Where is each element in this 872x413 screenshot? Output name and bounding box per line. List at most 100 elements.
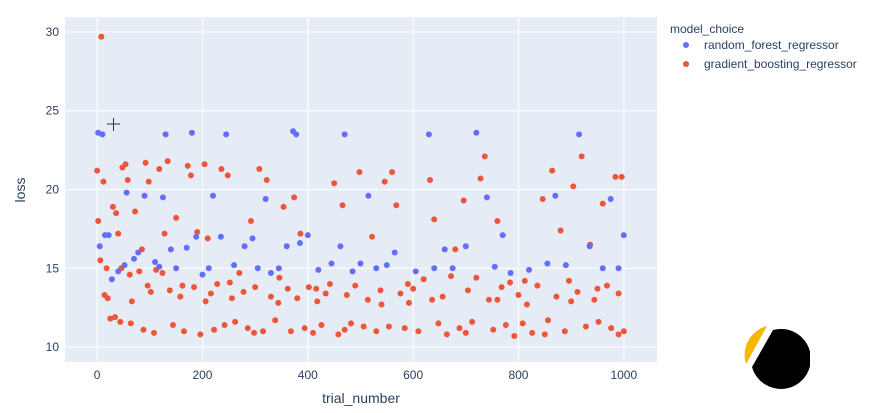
data-point-gradient_boosting_regressor [294, 295, 301, 302]
data-point-random_forest_regressor [123, 189, 130, 196]
data-point-gradient_boosting_regressor [228, 295, 235, 302]
data-point-gradient_boosting_regressor [429, 296, 436, 303]
data-point-gradient_boosting_regressor [144, 282, 151, 289]
data-point-gradient_boosting_regressor [101, 292, 108, 299]
data-point-gradient_boosting_regressor [113, 210, 120, 217]
data-point-random_forest_regressor [328, 260, 335, 267]
data-point-gradient_boosting_regressor [181, 328, 188, 335]
data-point-random_forest_regressor [115, 268, 122, 275]
data-point-random_forest_regressor [99, 131, 106, 138]
data-point-gradient_boosting_regressor [226, 279, 233, 286]
data-point-random_forest_regressor [507, 269, 514, 276]
data-point-gradient_boosting_regressor [291, 194, 298, 201]
data-point-random_forest_regressor [615, 265, 622, 272]
data-point-gradient_boosting_regressor [179, 282, 186, 289]
data-point-random_forest_regressor [620, 232, 627, 239]
data-point-gradient_boosting_regressor [523, 301, 530, 308]
data-point-random_forest_regressor [141, 192, 148, 199]
data-point-gradient_boosting_regressor [578, 153, 585, 160]
data-point-gradient_boosting_regressor [373, 328, 380, 335]
data-point-gradient_boosting_regressor [620, 328, 627, 335]
data-point-gradient_boosting_regressor [397, 290, 404, 297]
data-point-gradient_boosting_regressor [224, 172, 231, 179]
data-point-gradient_boosting_regressor [221, 321, 228, 328]
legend-marker [683, 42, 689, 48]
data-point-gradient_boosting_regressor [415, 328, 422, 335]
data-point-gradient_boosting_regressor [426, 177, 433, 184]
data-point-gradient_boosting_regressor [599, 200, 606, 207]
data-point-gradient_boosting_regressor [360, 323, 367, 330]
data-point-gradient_boosting_regressor [401, 325, 408, 332]
data-point-gradient_boosting_regressor [122, 161, 129, 168]
data-point-gradient_boosting_regressor [280, 203, 287, 210]
data-point-gradient_boosting_regressor [534, 282, 541, 289]
data-point-gradient_boosting_regressor [335, 331, 342, 338]
data-point-gradient_boosting_regressor [272, 317, 279, 324]
data-point-gradient_boosting_regressor [164, 158, 171, 165]
data-point-gradient_boosting_regressor [615, 290, 622, 297]
y-tick-label: 10 [46, 340, 60, 354]
data-point-random_forest_regressor [267, 269, 274, 276]
data-point-gradient_boosting_regressor [318, 321, 325, 328]
data-point-gradient_boosting_regressor [435, 320, 442, 327]
data-point-random_forest_regressor [159, 194, 166, 201]
data-point-gradient_boosting_regressor [521, 277, 528, 284]
data-point-random_forest_regressor [341, 131, 348, 138]
x-tick-label: 200 [192, 368, 212, 382]
data-point-gradient_boosting_regressor [439, 293, 446, 300]
data-point-gradient_boosting_regressor [369, 233, 376, 240]
data-point-gradient_boosting_regressor [612, 173, 619, 180]
legend-item-random_forest_regressor[interactable]: random_forest_regressor [704, 38, 839, 52]
data-point-gradient_boosting_regressor [462, 329, 469, 336]
data-point-random_forest_regressor [462, 243, 469, 250]
brand-logo-icon [744, 326, 810, 389]
data-point-gradient_boosting_regressor [247, 218, 254, 225]
data-point-gradient_boosting_regressor [94, 167, 101, 174]
data-point-random_forest_regressor [383, 262, 390, 269]
data-point-gradient_boosting_regressor [405, 299, 412, 306]
data-point-random_forest_regressor [441, 246, 448, 253]
data-point-gradient_boosting_regressor [420, 276, 427, 283]
data-point-gradient_boosting_regressor [608, 325, 615, 332]
crosshair-cursor-icon [107, 118, 120, 131]
y-tick-label: 25 [46, 104, 60, 118]
data-point-gradient_boosting_regressor [431, 216, 438, 223]
data-point-gradient_boosting_regressor [218, 166, 225, 173]
data-point-gradient_boosting_regressor [448, 273, 455, 280]
data-point-gradient_boosting_regressor [557, 227, 564, 234]
data-point-gradient_boosting_regressor [477, 175, 484, 182]
x-tick-label: 0 [94, 368, 101, 382]
data-point-random_forest_regressor [193, 233, 200, 240]
data-point-random_forest_regressor [526, 266, 533, 273]
data-point-gradient_boosting_regressor [544, 317, 551, 324]
data-point-gradient_boosting_regressor [232, 318, 239, 325]
data-point-gradient_boosting_regressor [485, 296, 492, 303]
data-point-gradient_boosting_regressor [147, 288, 154, 295]
data-point-gradient_boosting_regressor [494, 218, 501, 225]
data-point-random_forest_regressor [205, 265, 212, 272]
data-point-gradient_boosting_regressor [207, 290, 214, 297]
data-point-random_forest_regressor [249, 235, 256, 242]
data-point-random_forest_regressor [473, 129, 480, 136]
data-point-gradient_boosting_regressor [515, 292, 522, 299]
legend-item-gradient_boosting_regressor[interactable]: gradient_boosting_regressor [704, 57, 857, 71]
data-point-gradient_boosting_regressor [197, 331, 204, 338]
data-point-gradient_boosting_regressor [161, 230, 168, 237]
data-point-random_forest_regressor [283, 243, 290, 250]
data-point-gradient_boosting_regressor [166, 287, 173, 294]
x-tick-label: 800 [508, 368, 528, 382]
data-point-random_forest_regressor [552, 192, 559, 199]
data-point-gradient_boosting_regressor [142, 159, 149, 166]
data-point-gradient_boosting_regressor [115, 230, 122, 237]
data-point-gradient_boosting_regressor [502, 321, 509, 328]
data-point-gradient_boosting_regressor [481, 153, 488, 160]
data-point-gradient_boosting_regressor [313, 285, 320, 292]
data-point-gradient_boosting_regressor [385, 323, 392, 330]
data-point-gradient_boosting_regressor [490, 326, 497, 333]
data-point-gradient_boosting_regressor [364, 296, 371, 303]
data-point-gradient_boosting_regressor [452, 246, 459, 253]
data-point-gradient_boosting_regressor [287, 328, 294, 335]
data-point-random_forest_regressor [156, 263, 163, 270]
data-point-random_forest_regressor [121, 262, 128, 269]
